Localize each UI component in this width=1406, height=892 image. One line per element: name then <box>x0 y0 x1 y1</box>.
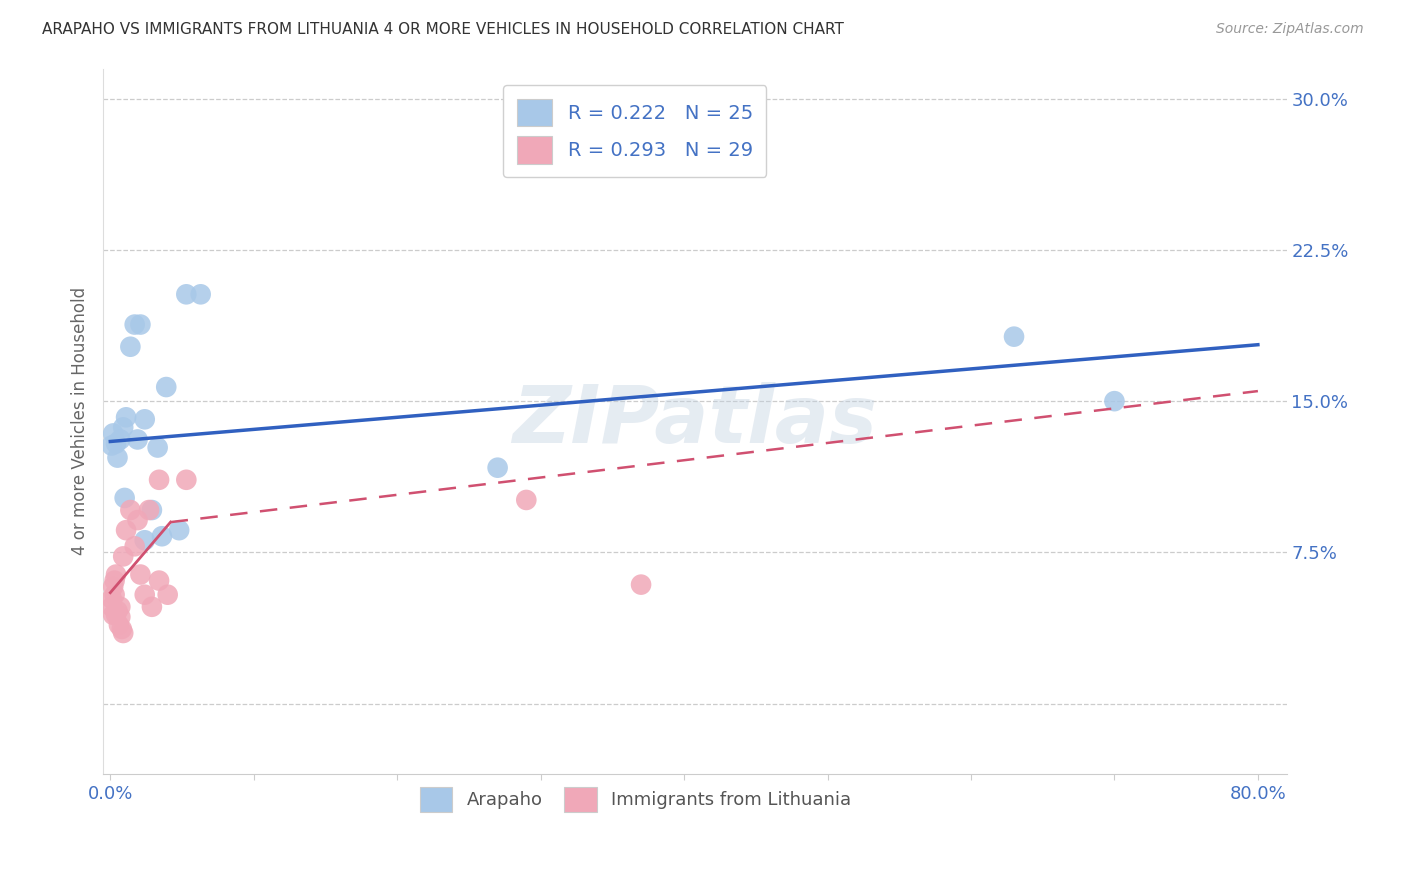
Point <box>120 503 142 517</box>
Point <box>101 580 124 594</box>
Point <box>148 473 170 487</box>
Point <box>105 607 128 622</box>
Point <box>104 574 127 588</box>
Point <box>112 549 135 564</box>
Point <box>107 450 129 465</box>
Point <box>115 410 138 425</box>
Point <box>110 599 132 614</box>
Point <box>110 610 132 624</box>
Point <box>141 503 163 517</box>
Point <box>486 460 509 475</box>
Point <box>1104 394 1126 409</box>
Text: ARAPAHO VS IMMIGRANTS FROM LITHUANIA 4 OR MORE VEHICLES IN HOUSEHOLD CORRELATION: ARAPAHO VS IMMIGRANTS FROM LITHUANIA 4 O… <box>42 22 844 37</box>
Point <box>129 567 152 582</box>
Legend: Arapaho, Immigrants from Lithuania: Arapaho, Immigrants from Lithuania <box>408 774 865 825</box>
Point <box>515 112 537 126</box>
Point <box>105 567 128 582</box>
Point <box>134 588 156 602</box>
Point <box>146 441 169 455</box>
Point <box>120 340 142 354</box>
Text: ZIPatlas: ZIPatlas <box>512 383 877 460</box>
Point <box>155 380 177 394</box>
Point <box>112 626 135 640</box>
Point <box>115 523 138 537</box>
Point <box>138 503 160 517</box>
Point <box>104 588 127 602</box>
Point <box>150 529 173 543</box>
Point <box>156 588 179 602</box>
Point <box>127 433 149 447</box>
Point <box>148 574 170 588</box>
Point <box>114 491 136 505</box>
Point <box>112 420 135 434</box>
Point <box>110 433 132 447</box>
Point <box>124 539 146 553</box>
Point <box>134 412 156 426</box>
Point <box>101 607 124 622</box>
Point <box>100 599 122 614</box>
Point <box>1002 329 1025 343</box>
Point <box>100 438 122 452</box>
Point <box>101 426 124 441</box>
Point <box>190 287 212 301</box>
Point <box>124 318 146 332</box>
Point <box>176 473 198 487</box>
Point <box>107 604 129 618</box>
Point <box>167 523 190 537</box>
Point <box>134 533 156 548</box>
Point <box>515 492 537 507</box>
Point <box>108 618 131 632</box>
Text: Source: ZipAtlas.com: Source: ZipAtlas.com <box>1216 22 1364 37</box>
Point <box>111 622 134 636</box>
Point <box>141 599 163 614</box>
Point <box>630 577 652 591</box>
Point <box>129 318 152 332</box>
Point <box>127 513 149 527</box>
Point <box>100 591 122 606</box>
Point <box>176 287 198 301</box>
Point <box>105 436 128 450</box>
Y-axis label: 4 or more Vehicles in Household: 4 or more Vehicles in Household <box>72 287 89 556</box>
